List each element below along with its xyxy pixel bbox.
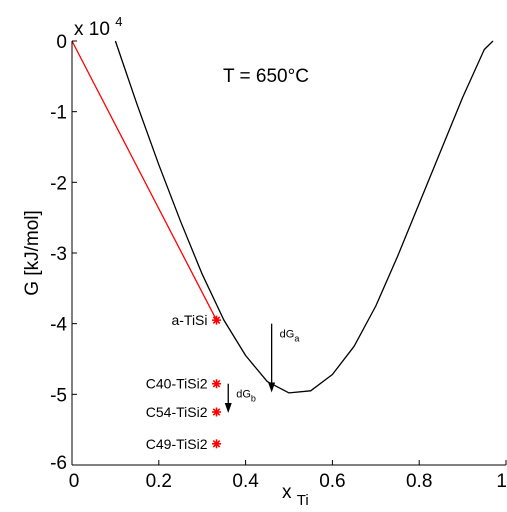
point-label: C54-TiSi2 (146, 404, 208, 420)
point-marker (212, 379, 222, 389)
plot-area (72, 41, 507, 465)
x-tick-label: 0.6 (319, 471, 345, 492)
x-axis-label-main: x (282, 482, 292, 503)
series-layer (71, 40, 494, 394)
point-marker (212, 315, 222, 325)
point-label: C49-TiSi2 (146, 436, 208, 452)
y-tick-label: 0 (56, 32, 67, 53)
x-tick-label: 0.2 (146, 471, 172, 492)
point-marker (212, 439, 222, 449)
points-layer: a-TiSi C40-TiSi2 C54-TiSi2 C49-TiSi2 (146, 312, 222, 452)
y-axis-label: G [kJ/mol] (22, 210, 43, 296)
y-multiplier: x 10 4 (74, 14, 122, 40)
series-line-1 (71, 40, 218, 321)
y-tick-label: -2 (50, 173, 67, 194)
x-tick-label: 0 (69, 471, 80, 492)
x-tick-label: 1 (496, 471, 507, 492)
y-tick-label: -4 (50, 315, 67, 336)
x-tick-label: 0.8 (406, 471, 432, 492)
ticks-layer: 0 0.2 0.4 0.6 0.8 1 0 -1 -2 -3 -4 -5 -6 (50, 32, 507, 492)
arrow-0 (268, 323, 276, 393)
y-tick-label: -5 (50, 385, 67, 406)
arrow-1 (224, 383, 232, 413)
x-axis-label: x Ti (282, 482, 309, 509)
point-label: a-TiSi (171, 312, 207, 328)
y-tick-label: -1 (50, 103, 67, 124)
point-marker (212, 407, 222, 417)
x-tick-label: 0.4 (232, 471, 259, 492)
y-tick-label: -3 (50, 244, 67, 265)
arrows-layer: dGa dGb (224, 323, 300, 413)
chart-annotation-title: T = 650°C (223, 66, 309, 87)
y-tick-label: -6 (50, 453, 67, 474)
series-line-0 (114, 40, 494, 394)
arrow-label: dGa (280, 329, 300, 344)
y-multiplier-base: x 10 (74, 19, 110, 40)
y-multiplier-exponent: 4 (115, 14, 122, 29)
point-label: C40-TiSi2 (146, 376, 208, 392)
x-axis-label-sub: Ti (297, 492, 309, 509)
arrow-label: dGb (236, 389, 256, 404)
